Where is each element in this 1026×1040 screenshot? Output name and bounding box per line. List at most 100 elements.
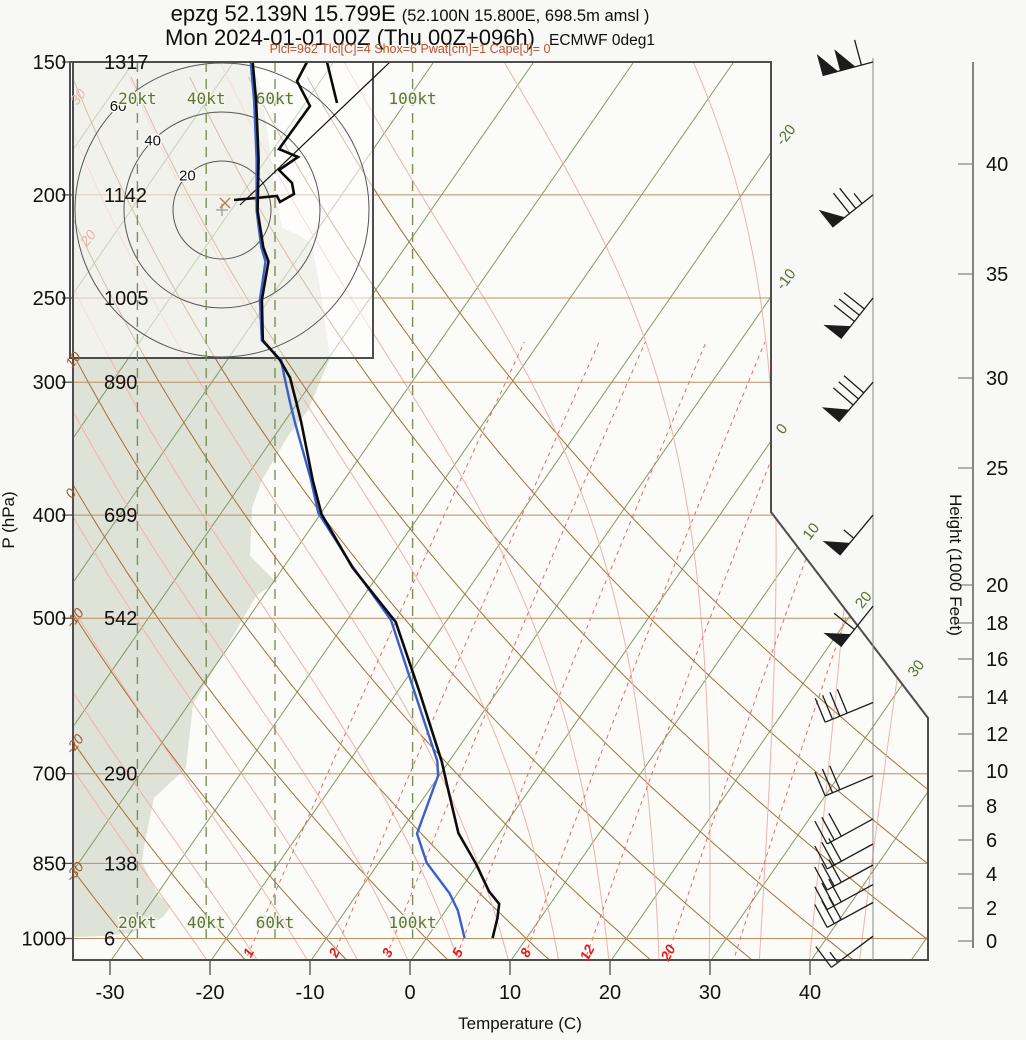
height-dam-label: 290: [104, 764, 137, 786]
wind-barb-column: [814, 39, 874, 968]
wind-barb: [823, 292, 874, 340]
hodograph-trace-layer: [233, 61, 391, 206]
title-line-2: Mon 2024-01-01 00Z (Thu 00Z+096h) ECMWF 0…: [0, 25, 820, 51]
pressure-tick-label: 300: [33, 372, 66, 394]
pressure-tick-label: 200: [33, 185, 66, 207]
pressure-tick-label: 700: [33, 764, 66, 786]
isotherm-label: 10: [799, 520, 823, 544]
hodograph-ring-label: 40: [144, 133, 161, 150]
height-tick-label: 10: [986, 761, 1008, 783]
parcel-parameters-text: Plcl=962 Tlcl[C]=4 Shox=6 Pwat[cm]=1 Cap…: [269, 42, 551, 56]
model-label: ECMWF 0deg1: [549, 32, 655, 49]
wind-barb: [814, 838, 874, 870]
wind-speed-label-top: 20kt: [118, 89, 157, 108]
dewpoint-curve: [249, 61, 466, 939]
temperature-curve: [251, 61, 501, 939]
isotherm-label: -10: [773, 266, 800, 294]
height-dam-label: 542: [104, 608, 137, 630]
isotherm-label: 30: [904, 657, 928, 681]
height-dam-label: 890: [104, 372, 137, 394]
hodograph-ring: [123, 111, 321, 309]
pressure-tick-label: 500: [33, 608, 66, 630]
pressure-tick-label: 850: [33, 853, 66, 875]
hodograph-ring-label: 60: [110, 98, 127, 115]
wind-speed-label-top: 60kt: [256, 89, 295, 108]
height-tick-label: 20: [986, 575, 1008, 597]
valid-time-title: Mon 2024-01-01 00Z (Thu 00Z+096h): [165, 25, 535, 50]
wind-speed-label-bottom: 100kt: [389, 913, 437, 932]
wind-barb: [814, 896, 874, 928]
hodograph-trace-upper: [325, 61, 339, 104]
height-tick-label: 4: [986, 864, 997, 886]
station-subtitle: (52.100N 15.800E, 698.5m amsl ): [401, 7, 650, 25]
hodograph-trace: [233, 61, 312, 204]
mixing-ratio-label: 20: [657, 942, 679, 964]
height-tick-label: 25: [986, 458, 1008, 480]
temperature-tick-label: 40: [799, 982, 821, 1004]
height-tick-label: 8: [986, 796, 997, 818]
height-dam-label: 699: [104, 505, 137, 527]
wind-speed-label-bottom: 60kt: [256, 913, 295, 932]
wind-speed-label-bottom: 20kt: [118, 913, 157, 932]
wind-barb: [822, 514, 874, 556]
pressure-tick-label: 250: [33, 288, 66, 310]
height-dam-label: 1317: [104, 52, 149, 74]
height-dam-label: 1142: [104, 185, 147, 207]
isotherm-label: 0: [773, 421, 792, 438]
mixing-ratio-label: 12: [576, 942, 598, 963]
wind-barb: [814, 812, 874, 845]
height-tick-label: 35: [986, 264, 1008, 286]
pressure-tick-label: 400: [33, 505, 66, 527]
temperature-tick-label: -10: [296, 982, 325, 1004]
wind-barb: [818, 187, 874, 228]
wind-barb: [821, 375, 874, 423]
height-dam-label: 1005: [104, 288, 149, 310]
temperature-tick-label: 0: [404, 982, 415, 1004]
height-tick-label: 6: [986, 830, 997, 852]
height-tick-label: 0: [986, 931, 997, 953]
temperature-axis-title: Temperature (C): [458, 1014, 582, 1033]
wind-speed-label-top: 100kt: [389, 89, 437, 108]
wind-barb: [814, 688, 874, 723]
wind-speed-scale: 20kt 20kt 40kt 40kt 60kt 60kt 100kt 100kt: [117, 62, 438, 938]
hodograph-inset: 20 40 60: [69, 61, 374, 359]
hodograph-ring-label: 20: [179, 167, 196, 184]
pressure-tick-label: 1000: [22, 929, 67, 951]
wind-barb: [814, 765, 874, 797]
wind-barb: [823, 605, 874, 648]
isotherm-label: 20: [852, 588, 876, 612]
pressure-tick-label: 150: [33, 52, 66, 74]
station-title: epzg 52.139N 15.799E: [170, 1, 396, 26]
height-tick-label: 18: [986, 613, 1008, 635]
thermodynamic-grid: [73, 62, 928, 960]
temperature-tick-label: 30: [699, 982, 721, 1004]
height-dam-label: 6: [104, 929, 115, 951]
height-tick-label: 2: [986, 898, 997, 920]
shear-vector-line: [239, 61, 391, 206]
hodograph-ring: [172, 160, 272, 260]
pressure-axis-title: P (hPa): [0, 491, 18, 548]
height-tick-label: 16: [986, 649, 1008, 671]
sounding-curves: [249, 61, 501, 939]
height-tick-label: 40: [986, 154, 1008, 176]
temperature-tick-label: 20: [599, 982, 621, 1004]
wind-speed-label-bottom: 40kt: [187, 913, 226, 932]
wind-barb: [815, 935, 874, 968]
wind-barb: [816, 39, 874, 77]
height-tick-label: 12: [986, 724, 1008, 746]
height-dam-label: 138: [104, 853, 137, 875]
height-tick-label: 14: [986, 687, 1008, 709]
height-axis-title: Height (1000 Feet): [946, 494, 965, 636]
temperature-tick-label: -20: [196, 982, 225, 1004]
isotherm-label: -20: [773, 121, 800, 149]
title-line-1: epzg 52.139N 15.799E (52.100N 15.800E, 69…: [0, 1, 820, 27]
height-tick-label: 30: [986, 368, 1008, 390]
temperature-tick-label: 10: [499, 982, 521, 1004]
wind-speed-label-top: 40kt: [187, 89, 226, 108]
wind-barb: [814, 859, 874, 891]
storm-motion-marker: [219, 197, 231, 209]
temperature-tick-label: -30: [96, 982, 125, 1004]
